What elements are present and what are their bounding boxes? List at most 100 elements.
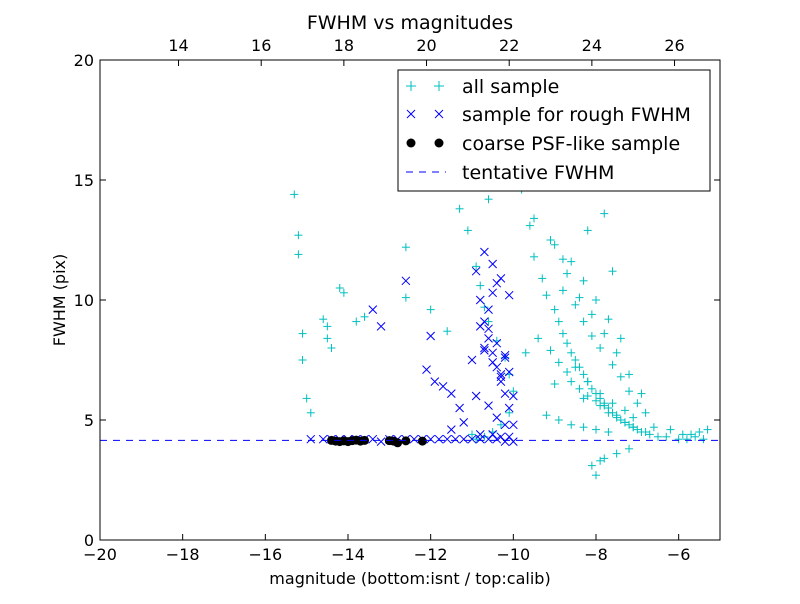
all-sample-point	[534, 334, 543, 343]
all-sample-point	[550, 380, 559, 388]
all-sample-point	[294, 250, 303, 259]
all-sample-point	[468, 430, 476, 439]
all-sample-point	[633, 425, 642, 434]
all-sample-point	[476, 281, 485, 290]
all-sample-point	[571, 356, 580, 364]
all-sample-point	[472, 435, 481, 444]
all-sample-point	[509, 387, 518, 396]
all-sample-point	[579, 394, 588, 403]
all-sample-point	[546, 236, 555, 244]
top-x-tick-label: 20	[416, 36, 436, 55]
rough-fwhm-point	[484, 334, 493, 343]
all-sample-point	[608, 267, 617, 276]
y-tick-label: 20	[74, 51, 94, 70]
rough-fwhm-point	[480, 346, 489, 355]
all-sample-point	[550, 305, 559, 314]
rough-fwhm-point	[496, 432, 506, 442]
all-sample-point	[571, 300, 580, 309]
all-sample-point	[583, 377, 592, 386]
rough-fwhm-point	[318, 434, 328, 444]
top-x-tick-label: 16	[251, 36, 271, 55]
y-tick-label: 5	[84, 411, 94, 430]
top-x-tick-label: 22	[499, 36, 519, 55]
rough-fwhm-point	[475, 295, 485, 305]
all-sample-point	[699, 435, 708, 444]
all-sample-point	[682, 435, 691, 444]
all-sample-point	[567, 377, 576, 386]
rough-fwhm-point	[430, 377, 440, 386]
all-sample-point	[629, 423, 638, 432]
rough-fwhm-point	[459, 418, 469, 427]
legend-entry-all-sample: all sample	[406, 76, 559, 98]
legend-label-rough-fwhm: sample for rough FWHM	[462, 104, 691, 126]
rough-fwhm-point	[306, 434, 316, 444]
all-sample-point	[302, 394, 311, 403]
all-sample-point	[579, 423, 588, 432]
all-sample-point	[608, 399, 617, 408]
all-sample-point	[525, 221, 534, 230]
all-sample-point	[625, 370, 634, 379]
rough-fwhm-point	[484, 324, 493, 334]
rough-fwhm-point	[446, 425, 456, 434]
all-sample-point	[596, 344, 605, 352]
all-sample-point	[629, 413, 638, 422]
rough-fwhm-point	[434, 434, 444, 444]
all-sample-point	[505, 408, 514, 417]
all-sample-point	[579, 317, 588, 326]
rough-fwhm-point	[471, 391, 481, 401]
all-sample-point	[620, 418, 629, 427]
rough-fwhm-point	[475, 430, 485, 439]
y-tick-label: 10	[74, 291, 94, 310]
rough-fwhm-point	[484, 305, 493, 314]
all-sample-point	[641, 408, 650, 417]
all-sample-point	[600, 329, 609, 338]
rough-fwhm-point	[376, 437, 386, 446]
rough-fwhm-point	[488, 259, 498, 269]
all-sample-point	[484, 195, 493, 204]
all-sample-point	[558, 255, 567, 264]
all-sample-point	[641, 428, 650, 436]
all-sample-point	[691, 432, 700, 441]
all-sample-point	[401, 243, 410, 252]
psf-like-point	[417, 436, 427, 446]
all-sample-point	[567, 420, 576, 429]
all-sample-point	[496, 420, 505, 429]
all-sample-point	[298, 356, 307, 364]
all-sample-point	[703, 425, 712, 434]
rough-fwhm-point	[426, 331, 436, 341]
all-sample-point	[592, 425, 600, 434]
all-sample-point	[558, 286, 567, 295]
all-sample-point	[360, 312, 369, 321]
legend: all sample sample for rough FWHM coarse …	[397, 69, 711, 192]
x-tick-label: −6	[667, 545, 691, 564]
rough-fwhm-point	[500, 389, 510, 398]
all-sample-point	[616, 334, 625, 343]
plot-area	[100, 72, 720, 480]
legend-marker-rough-fwhm	[406, 109, 444, 119]
rough-fwhm-point	[496, 370, 506, 379]
all-sample-point	[616, 416, 625, 424]
y-tick-label: 0	[84, 531, 94, 550]
all-sample-point	[587, 310, 596, 319]
rough-fwhm-point	[438, 382, 448, 391]
rough-fwhm-point	[496, 377, 506, 386]
all-sample-point	[592, 296, 600, 304]
rough-fwhm-point	[488, 288, 498, 298]
all-sample-point	[604, 428, 613, 436]
all-sample-point	[567, 348, 576, 357]
legend-label-all-sample: all sample	[462, 76, 559, 98]
all-sample-point	[587, 461, 596, 470]
x-tick-label: −8	[584, 545, 608, 564]
all-sample-point	[401, 293, 410, 302]
all-sample-point	[633, 399, 642, 408]
legend-label-psf-like: coarse PSF-like sample	[462, 133, 680, 155]
all-sample-point	[575, 293, 584, 302]
all-sample-point	[480, 303, 489, 312]
all-sample-point	[587, 384, 596, 393]
all-sample-point	[604, 315, 613, 324]
x-tick-label: −10	[496, 545, 530, 564]
rough-fwhm-point	[409, 434, 419, 444]
all-sample-point	[695, 428, 704, 436]
